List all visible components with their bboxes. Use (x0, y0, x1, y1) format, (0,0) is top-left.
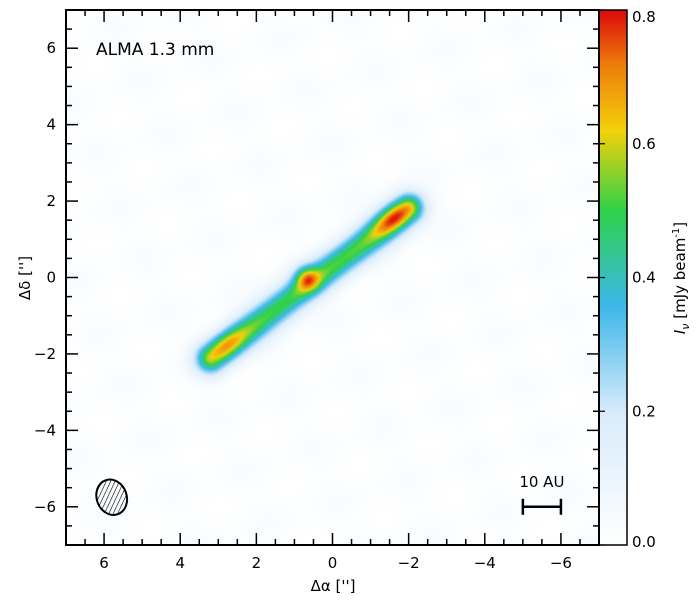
x-tick-label: −4 (474, 554, 496, 572)
y-axis-label: Δδ [''] (16, 256, 34, 300)
plot-frame (65, 9, 600, 546)
colorbar-tick-label: 0.0 (632, 533, 656, 551)
scale-bar-label: 10 AU (519, 473, 564, 491)
axis-ticks (65, 9, 605, 546)
x-tick-label: 0 (328, 554, 338, 572)
y-tick-label: 4 (46, 116, 56, 134)
colorbar-tick-labels: 0.0 0.2 0.4 0.6 0.8 (632, 8, 656, 551)
beam-ellipse (95, 478, 129, 516)
colorbar-frame (598, 9, 628, 546)
y-tick-label: −4 (34, 421, 56, 439)
y-tick-label: 6 (46, 39, 56, 57)
colorbar-tick-label: 0.4 (632, 269, 656, 287)
colorbar-label: Iν [mJy beam-1] (671, 222, 692, 334)
colorbar-tick-label: 0.8 (632, 8, 656, 26)
colorbar-tick-label: 0.6 (632, 135, 656, 153)
intensity-map (66, 10, 599, 545)
y-tick-label: −6 (34, 498, 56, 516)
y-tick-label: 0 (46, 269, 56, 287)
x-axis-label: Δα [''] (311, 577, 356, 595)
scale-bar: 10 AU (519, 473, 564, 515)
x-tick-label: 2 (252, 554, 262, 572)
y-tick-label: 2 (46, 192, 56, 210)
x-tick-labels: 6 4 2 0 −2 −4 −6 (99, 554, 572, 572)
colorbar-tick-label: 0.2 (632, 402, 656, 420)
x-tick-label: −6 (550, 554, 572, 572)
x-tick-label: 6 (99, 554, 109, 572)
y-tick-label: −2 (34, 345, 56, 363)
x-tick-label: 4 (175, 554, 185, 572)
annotation-label: ALMA 1.3 mm (96, 40, 214, 60)
y-tick-labels: 6 4 2 0 −2 −4 −6 (34, 39, 56, 516)
x-tick-label: −2 (398, 554, 420, 572)
